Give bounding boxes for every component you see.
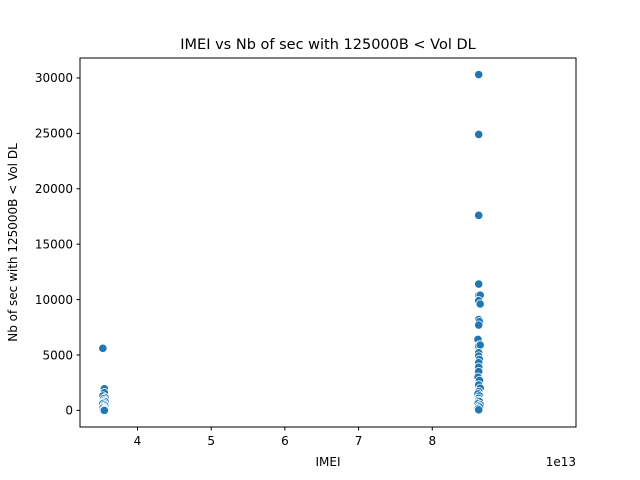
- data-point: [474, 70, 484, 80]
- y-tick-label: 10000: [35, 293, 73, 307]
- data-point: [475, 340, 485, 350]
- y-tick-label: 5000: [42, 348, 73, 362]
- x-tick-label: 6: [281, 434, 289, 448]
- data-point: [475, 299, 485, 309]
- x-axis-offset: 1e13: [546, 455, 576, 469]
- data-point: [98, 343, 108, 353]
- y-axis-label: Nb of sec with 125000B < Vol DL: [6, 143, 20, 342]
- x-axis-label: IMEI: [315, 455, 340, 469]
- y-tick-label: 25000: [35, 127, 73, 141]
- x-tick-label: 8: [428, 434, 436, 448]
- data-point: [474, 279, 484, 289]
- x-tick-label: 7: [355, 434, 363, 448]
- data-point: [99, 405, 109, 415]
- y-tick-label: 0: [65, 404, 73, 418]
- x-tick-label: 5: [207, 434, 215, 448]
- data-point: [474, 129, 484, 140]
- y-tick-label: 15000: [35, 237, 73, 251]
- data-point: [474, 405, 484, 415]
- y-axis: 0 5000 10000 15000 20000 25000 30000: [35, 71, 80, 418]
- y-tick-label: 30000: [35, 71, 73, 85]
- data-point: [474, 210, 484, 220]
- plot-frame: [79, 57, 577, 428]
- x-tick-label: 4: [134, 434, 142, 448]
- y-tick-label: 20000: [35, 182, 73, 196]
- x-axis: 4 5 6 7 8: [134, 427, 436, 448]
- data-points: [98, 70, 485, 415]
- data-point: [474, 320, 484, 330]
- chart-title: IMEI vs Nb of sec with 125000B < Vol DL: [180, 37, 475, 53]
